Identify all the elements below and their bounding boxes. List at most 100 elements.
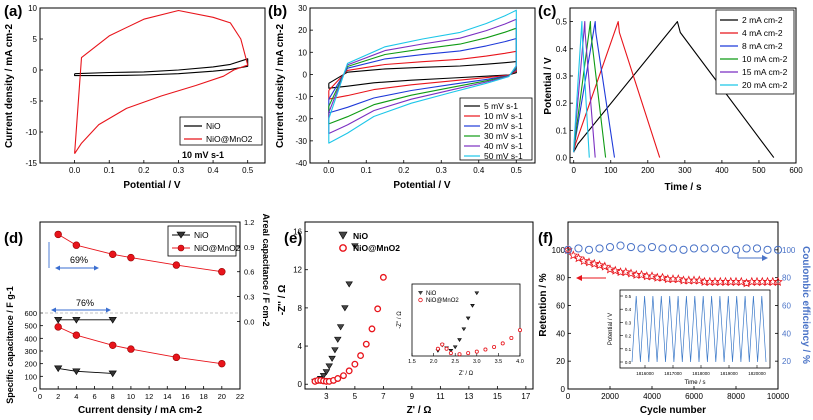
panel-b-ytick-label: 0 bbox=[303, 70, 308, 79]
panel-d-left-nio-line bbox=[58, 367, 113, 374]
panel-a-annotation: 10 mV s-1 bbox=[182, 150, 224, 160]
panel-e-inset-nio-mno2-point bbox=[435, 346, 440, 351]
panel-f-retention-point bbox=[599, 261, 610, 271]
panel-b: (b) 0.0 0.1 0.2 0.3 0.4 0.5 -40 -30 -20 -10 0 10 20 3… bbox=[268, 3, 536, 191]
panel-d-left-ytick-label: 600 bbox=[24, 309, 37, 318]
panel-f-coulombic-point bbox=[626, 242, 636, 252]
panel-c-ylabel: Potential / V bbox=[543, 57, 554, 115]
panel-a-xtick-label: 0.0 bbox=[69, 166, 81, 175]
panel-c-line-2-ma bbox=[573, 21, 775, 158]
panel-e-inset-nio-mno2-point bbox=[474, 349, 479, 354]
panel-c-xtick-label: 200 bbox=[641, 166, 655, 175]
panel-f-left-ytick-label: 0 bbox=[561, 385, 566, 394]
panel-e-nio-point bbox=[325, 363, 333, 370]
panel-b-ytick-label: 10 bbox=[298, 48, 307, 57]
panel-b-ylabel: Current density / mA cm-2 bbox=[275, 24, 286, 149]
panel-a-xtick-label: 0.4 bbox=[208, 166, 220, 175]
panel-d-left-nio-mno2-line bbox=[58, 326, 222, 365]
panel-f-xlabel: Cycle number bbox=[640, 405, 706, 416]
panel-f-coulombic-point bbox=[647, 242, 657, 252]
panel-d-legend-box bbox=[167, 225, 237, 257]
panel-b-line-50-mv bbox=[328, 9, 517, 144]
panel-a-xlabel: Potential / V bbox=[123, 180, 181, 191]
panel-e-xtick-label: 17 bbox=[521, 392, 530, 401]
panel-a-line-nio-mno2 bbox=[74, 9, 249, 155]
panel-d-left-nio-point bbox=[108, 370, 117, 378]
panel-e-inset-ylabel: -Z'' / Ω bbox=[397, 311, 403, 329]
panel-f-xtick-label: 0 bbox=[566, 392, 571, 401]
panel-e-inset-nio-point bbox=[448, 349, 454, 353]
panel-d-right-nio-point bbox=[72, 316, 81, 324]
panel-d-letter: (d) bbox=[4, 230, 23, 247]
panel-b-line-30-mv bbox=[328, 27, 517, 125]
panel-f-ticks: 0 2000 4000 6000 8000 10000 0 20 40 60 80 100 20 40 60… bbox=[552, 246, 796, 401]
panel-a-legend-nio: NiO bbox=[206, 121, 221, 131]
panel-d-arrowhead-69-left bbox=[55, 265, 60, 271]
panel-c-line-20-ma bbox=[573, 21, 590, 158]
panel-f-retention-point bbox=[610, 265, 621, 275]
panel-f-inset-ytick-label: 0.2 bbox=[625, 334, 632, 339]
panel-f-ylabel-right: Coulombic efficiency / % bbox=[800, 246, 811, 364]
panel-a-xtick-label: 0.1 bbox=[104, 166, 116, 175]
panel-c-ytick-label: 0.5 bbox=[556, 18, 568, 27]
panel-e-inset-xtick-label: 1.5 bbox=[408, 359, 416, 365]
panel-d-right-nio-mno2-point bbox=[54, 230, 62, 239]
panel-b-letter: (b) bbox=[268, 3, 287, 20]
panel-a-ticks: 0.0 0.1 0.2 0.3 0.4 0.5 -15 -10 -5 0 5 10 bbox=[25, 4, 253, 175]
panel-b-ytick-label: -20 bbox=[295, 115, 307, 124]
panel-b-ticks: 0.0 0.1 0.2 0.3 0.4 0.5 -40 -30 -20 -10 0 10 20 30 bbox=[295, 4, 522, 175]
panel-d-xtick-label: 14 bbox=[163, 392, 171, 401]
panel-c-xtick-label: 300 bbox=[678, 166, 692, 175]
panel-d-right-ytick-label: 0.6 bbox=[244, 268, 254, 277]
panel-e-inset-nio-point bbox=[474, 291, 480, 296]
panel-e-nio-mno2-point bbox=[357, 352, 365, 360]
panel-b-line-40-mv bbox=[328, 18, 517, 135]
panel-d-xtick-label: 8 bbox=[111, 392, 115, 401]
panel-e-inset-nio-point bbox=[461, 327, 467, 332]
panel-e-xtick-label: 15 bbox=[493, 392, 502, 401]
panel-a-xtick-label: 0.3 bbox=[173, 166, 185, 175]
panel-f-series bbox=[563, 241, 783, 288]
panel-e-ytick-label: 12 bbox=[293, 266, 302, 275]
panel-e-nio-point bbox=[328, 355, 336, 362]
panel-d-left-nio-mno2-point bbox=[54, 323, 62, 331]
panel-c-xtick-label: 400 bbox=[715, 166, 729, 175]
panel-c-line-4-ma bbox=[573, 21, 661, 158]
panel-d-xtick-label: 2 bbox=[56, 392, 60, 401]
panel-d-left-nio-mno2-point bbox=[72, 331, 81, 339]
panel-f-right-ytick-label: 20 bbox=[782, 357, 791, 366]
panel-f-coulombic-point bbox=[710, 244, 720, 253]
panel-e-inset-nio-point bbox=[452, 345, 458, 350]
panel-d-left-nio-point bbox=[72, 368, 81, 376]
panel-e-nio-mno2-point bbox=[345, 367, 353, 375]
panel-f-retention-point bbox=[673, 274, 684, 284]
panel-b-xtick-label: 0.3 bbox=[436, 166, 448, 175]
panel-d-series bbox=[54, 230, 226, 378]
panel-d-xtick-label: 0 bbox=[38, 392, 42, 401]
panel-e-legend-marker-nio-mno2 bbox=[339, 244, 347, 252]
panel-c-legend-label: 4 mA cm-2 bbox=[742, 28, 783, 38]
panel-c-xlabel: Time / s bbox=[664, 182, 701, 193]
panel-a-plot-area bbox=[39, 7, 266, 164]
panel-e-xtick-label: 3 bbox=[324, 392, 329, 401]
panel-c-legend-label: 8 mA cm-2 bbox=[742, 41, 783, 51]
panel-d-right-nio-mno2-point bbox=[218, 268, 226, 276]
panel-f-coulombic-point bbox=[773, 245, 783, 254]
panel-e-nio-point bbox=[336, 324, 345, 331]
panel-e-inset-nio-point bbox=[457, 338, 462, 342]
panel-e-letter: (e) bbox=[284, 230, 302, 247]
panel-d-annotation-69: 69% bbox=[70, 255, 88, 265]
panel-f-coulombic-point bbox=[563, 245, 573, 254]
panel-d-right-nio-mno2-point bbox=[172, 261, 181, 269]
panel-e-inset-nio-mno2-point bbox=[448, 351, 453, 356]
panel-e-ytick-label: 4 bbox=[298, 342, 303, 351]
panel-c-legend: 2 mA cm-2 4 mA cm-2 8 mA cm-2 10 mA cm-2 15 … bbox=[720, 15, 788, 90]
panel-e-inset-xtick-label: 3.5 bbox=[495, 359, 503, 365]
panel-a-ytick-label: 10 bbox=[28, 4, 37, 13]
panel-f-left-ytick-label: 100 bbox=[552, 246, 566, 255]
panel-e-xtick-label: 5 bbox=[353, 392, 358, 401]
panel-d-left-ytick-label: 500 bbox=[24, 322, 37, 331]
panel-d-legend-nio-mno2: NiO@MnO2 bbox=[194, 243, 241, 253]
